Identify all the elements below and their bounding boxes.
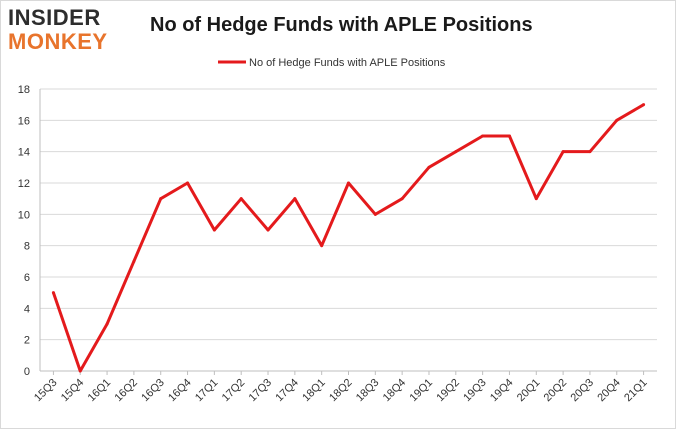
data-point — [212, 228, 216, 232]
data-point — [105, 322, 109, 326]
legend-label: No of Hedge Funds with APLE Positions — [249, 57, 446, 69]
data-point — [400, 197, 404, 201]
x-tick-label: 20Q3 — [569, 377, 597, 405]
data-point — [454, 150, 458, 154]
y-tick-label: 12 — [18, 178, 30, 190]
data-point — [373, 212, 377, 216]
x-tick-label: 18Q4 — [381, 377, 409, 405]
y-tick-label: 0 — [24, 366, 30, 378]
x-tick-label: 17Q3 — [247, 377, 275, 405]
x-tick-label: 15Q4 — [59, 377, 87, 405]
data-point — [588, 150, 592, 154]
gridlines — [40, 88, 657, 341]
data-point — [534, 197, 538, 201]
data-point — [320, 244, 324, 248]
data-point — [159, 197, 163, 201]
x-tick-label: 18Q2 — [327, 377, 355, 405]
x-tick-label: 19Q4 — [488, 377, 516, 405]
data-point — [427, 165, 431, 169]
data-point — [186, 181, 190, 185]
y-tick-label: 6 — [24, 272, 30, 284]
data-point — [239, 197, 243, 201]
x-tick-label: 16Q2 — [112, 377, 140, 405]
x-tick-label: 17Q2 — [220, 377, 248, 405]
data-point — [347, 181, 350, 185]
series-line — [51, 103, 645, 373]
x-tick-label: 18Q3 — [354, 377, 382, 405]
data-point — [615, 118, 619, 122]
y-tick-label: 18 — [18, 84, 30, 96]
data-point — [507, 134, 511, 138]
y-tick-label: 16 — [18, 115, 30, 127]
x-tick-label: 21Q1 — [622, 377, 650, 405]
x-tick-label: 20Q2 — [542, 377, 570, 405]
y-tick-label: 4 — [24, 303, 30, 315]
data-point — [266, 228, 270, 232]
data-point — [51, 291, 55, 295]
x-tick-label: 16Q1 — [86, 377, 114, 405]
data-point — [132, 259, 136, 263]
x-tick-label: 20Q1 — [515, 377, 543, 405]
logo-line-2: MONKEY — [8, 29, 108, 54]
legend: No of Hedge Funds with APLE Positions — [218, 57, 446, 69]
y-tick-label: 14 — [18, 147, 30, 159]
x-tick-label: 19Q1 — [408, 377, 436, 405]
axes — [39, 89, 657, 375]
x-tick-label: 19Q3 — [461, 377, 489, 405]
x-tick-label: 19Q2 — [434, 377, 462, 405]
data-point — [78, 369, 82, 373]
series-layer — [51, 103, 646, 373]
y-tick-label: 8 — [24, 241, 30, 253]
data-point — [481, 134, 485, 138]
chart-title: No of Hedge Funds with APLE Positions — [150, 14, 533, 36]
y-tick-label: 10 — [18, 209, 30, 221]
x-tick-label: 16Q3 — [139, 377, 167, 405]
logo-line-1: INSIDER — [8, 5, 101, 30]
data-point — [642, 103, 646, 107]
x-tick-label: 20Q4 — [595, 377, 623, 405]
x-tick-label: 17Q1 — [193, 377, 221, 405]
x-tick-label: 15Q3 — [32, 377, 60, 405]
x-tick-label: 18Q1 — [300, 377, 328, 405]
insider-monkey-logo: INSIDER MONKEY — [8, 6, 128, 56]
x-tick-labels: 15Q3 15Q4 16Q1 16Q2 16Q3 16Q4 17Q1 17Q2 17Q3 17Q4… — [32, 377, 650, 405]
data-point — [561, 150, 565, 154]
y-tick-labels: 0 2 4 6 8 10 12 14 16 18 — [18, 84, 30, 378]
x-tick-label: 16Q4 — [166, 377, 194, 405]
data-point — [293, 197, 297, 201]
y-tick-label: 2 — [24, 335, 30, 347]
x-tick-label: 17Q4 — [273, 377, 301, 405]
